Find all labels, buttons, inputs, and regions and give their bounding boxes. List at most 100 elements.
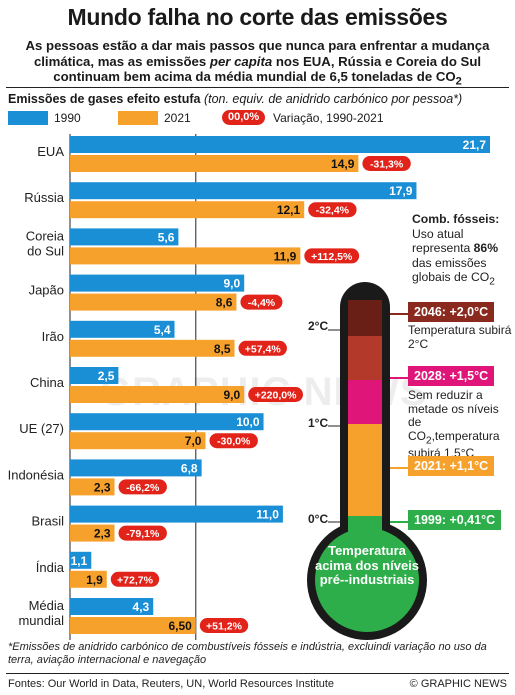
value-2021-ue-27: 7,0	[185, 434, 202, 448]
legend-label-2021: 2021	[164, 111, 191, 125]
temp-note-2c: Temperatura subirá 2°C	[408, 323, 512, 351]
change-label-coreia-do-sul: +112,5%	[311, 251, 353, 263]
value-1990-china: 2,5	[98, 369, 115, 383]
chart-unit-label: Emissões de gases efeito estufa (ton. eq…	[8, 92, 462, 106]
fossil-heading: Comb. fósseis:	[412, 212, 500, 226]
scale-label-0c: 0°C	[308, 512, 329, 526]
value-1990-irao: 5,4	[154, 323, 171, 337]
fossil-pct: 86%	[473, 241, 499, 255]
change-pill-irao	[238, 340, 287, 356]
bar-2021-coreia-do-sul	[70, 247, 301, 265]
category-label-india: Índia	[36, 560, 65, 575]
scale-label-1c: 1°C	[308, 416, 329, 430]
category-label-brasil: Brasil	[31, 514, 64, 529]
sources: Fontes: Our World in Data, Reuters, UN, …	[8, 678, 335, 690]
bar-1990-russia	[70, 182, 417, 200]
category-label-russia: Rússia	[24, 190, 65, 205]
change-label-irao: +57,4%	[245, 343, 282, 355]
bar-1990-japao	[70, 274, 245, 292]
change-label-india: +72,7%	[117, 574, 154, 586]
value-1990-russia: 17,9	[389, 184, 413, 198]
change-label-japao: -4,4%	[248, 297, 276, 309]
value-1990-indonesia: 6,8	[181, 461, 198, 475]
bar-1990-china	[70, 367, 119, 384]
legend-swatch-1990	[8, 111, 48, 125]
subtitle-text-b: nos EUA, Rússia e Coreia do Sul continua…	[53, 53, 482, 85]
bar-1990-brasil	[70, 505, 283, 523]
value-2021-eua: 14,9	[331, 157, 355, 171]
bar-1990-coreia-do-sul	[70, 228, 179, 246]
bar-1990-irao	[70, 320, 175, 338]
fossil-fuel-note: Comb. fósseis: Uso atual representa 86% …	[412, 212, 512, 290]
change-label-china: +220,0%	[255, 390, 297, 402]
bar-2021-brasil	[70, 524, 115, 542]
header-divider	[6, 87, 509, 88]
subtitle-emphasis: per capita	[209, 53, 273, 69]
category-label-japao: Japão	[29, 283, 64, 298]
credit: © GRAPHIC NEWS	[409, 678, 507, 690]
bar-2021-ue-27	[70, 432, 206, 450]
temp-box-2046: 2046: +2,0°C	[408, 302, 495, 322]
change-pill-japao	[240, 294, 283, 310]
thermometer-bulb-text: Temperatura acima dos níveis pré--indust…	[314, 543, 420, 587]
bar-2021-indonesia	[70, 478, 115, 496]
change-pill-media-mundial	[199, 618, 249, 633]
category-label-eua: EUA	[37, 144, 64, 159]
change-label-media-mundial: +51,2%	[206, 621, 243, 633]
value-1990-eua: 21,7	[463, 138, 487, 152]
change-pill-coreia-do-sul	[304, 248, 360, 264]
page-subtitle: As pessoas estão a dar mais passos que n…	[8, 38, 507, 90]
change-label-brasil: -79,1%	[126, 528, 160, 540]
value-2021-russia: 12,1	[277, 203, 301, 217]
bar-1990-ue-27	[70, 413, 264, 431]
value-1990-media-mundial: 4,3	[133, 600, 150, 614]
fossil-text: Uso atual representa 86% das emissões gl…	[412, 226, 499, 288]
category-label-ue-27: UE (27)	[19, 421, 64, 436]
value-2021-china: 9,0	[224, 388, 241, 402]
change-pill-brasil	[118, 525, 167, 541]
bar-2021-japao	[70, 293, 237, 311]
change-label-indonesia: -66,2%	[126, 482, 160, 494]
value-1990-japao: 9,0	[224, 277, 241, 291]
change-label-ue-27: -30,0%	[217, 436, 251, 448]
value-1990-brasil: 11,0	[256, 508, 279, 522]
thermometer-band-pink	[348, 380, 382, 426]
legend-change-pill: 00,0%	[222, 110, 266, 125]
value-1990-coreia-do-sul: 5,6	[158, 230, 175, 244]
change-pill-eua	[362, 156, 411, 171]
value-2021-indonesia: 2,3	[94, 480, 111, 494]
category-label-media-mundial: Média mundial	[18, 598, 64, 628]
unit-detail: (ton. equiv. de anidrido carbónico por p…	[203, 92, 463, 106]
temp-box-2028: 2028: +1,5°C	[408, 366, 495, 386]
value-2021-japao: 8,6	[216, 296, 233, 310]
value-2021-irao: 8,5	[214, 342, 231, 356]
category-label-irao: Irão	[42, 329, 64, 344]
legend-change-label: Variação, 1990-2021	[273, 111, 384, 125]
change-pill-russia	[308, 202, 357, 218]
temp-box-1999: 1999: +0,41°C	[408, 510, 502, 530]
bar-2021-irao	[70, 339, 235, 357]
subtitle-subscript: 2	[455, 75, 462, 88]
bar-1990-eua	[70, 136, 490, 153]
bar-2021-russia	[70, 201, 305, 219]
change-pill-ue-27	[209, 433, 258, 449]
change-pill-indonesia	[118, 479, 167, 495]
bar-2021-china	[70, 386, 245, 403]
value-1990-ue-27: 10,0	[236, 415, 260, 429]
value-2021-media-mundial: 6,50	[168, 619, 192, 633]
temp-note-15c: Sem reduzir a metade os níveis de CO2,te…	[408, 388, 500, 461]
value-2021-brasil: 2,3	[94, 527, 111, 541]
thermometer-bulb	[315, 528, 419, 632]
change-pill-india	[110, 571, 160, 587]
bar-1990-media-mundial	[70, 598, 154, 615]
category-label-indonesia: Indonésia	[8, 467, 65, 482]
scale-label-2c: 2°C	[308, 319, 329, 333]
bar-1990-india	[70, 551, 92, 569]
bar-2021-eua	[70, 155, 359, 172]
bar-1990-indonesia	[70, 459, 202, 477]
bar-chart: EUA 21,7 14,9 -31,3% Rússia 17,9 12,1 -32,4% Cor…	[8, 134, 490, 640]
legend-label-1990: 1990	[54, 111, 81, 125]
temp-box-2021: 2021: +1,1°C	[408, 456, 495, 476]
value-2021-india: 1,9	[86, 573, 103, 587]
thermometer-band-red	[348, 336, 382, 384]
